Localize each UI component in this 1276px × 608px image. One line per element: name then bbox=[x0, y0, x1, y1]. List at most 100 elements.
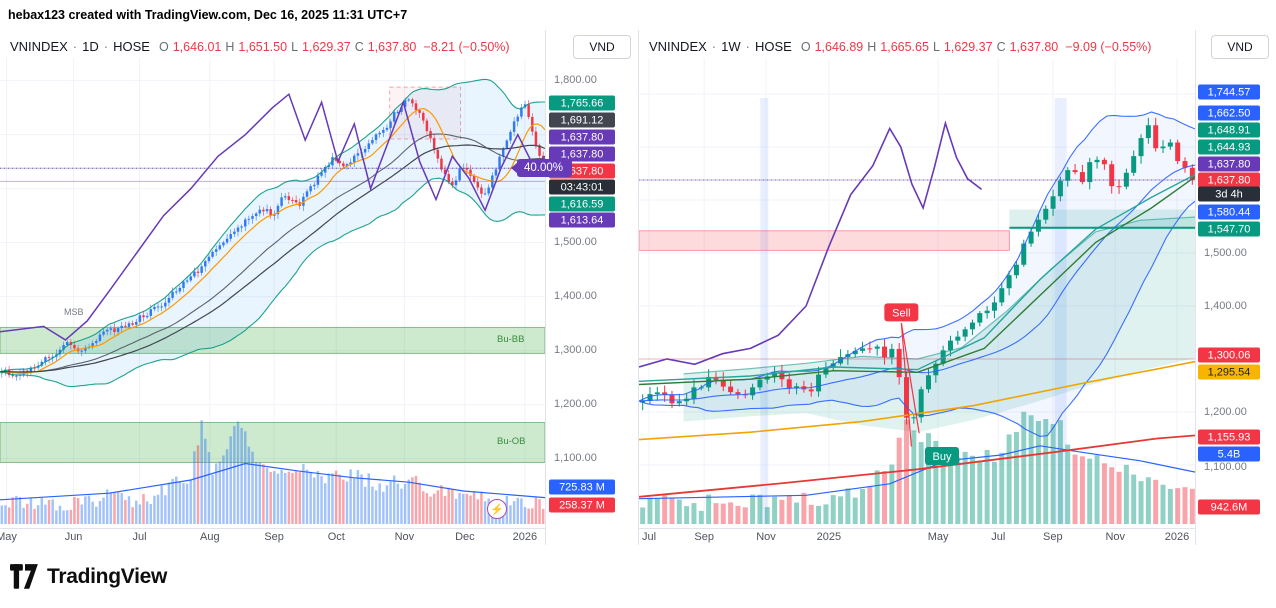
time-axis-label: Aug bbox=[200, 531, 220, 543]
tradingview-brand-text[interactable]: TradingView bbox=[47, 564, 168, 588]
buy-marker[interactable]: Buy bbox=[925, 447, 960, 466]
candle-series bbox=[0, 97, 545, 381]
exchange-label: HOSE bbox=[113, 39, 150, 54]
ohlc-key: C bbox=[996, 40, 1006, 54]
time-axis-label: Sep bbox=[694, 531, 714, 543]
ohlc-key: H bbox=[867, 40, 877, 54]
zone-rect[interactable] bbox=[639, 230, 1010, 251]
price-badge: 942.6M bbox=[1198, 499, 1260, 515]
time-axis-label: 2025 bbox=[816, 531, 842, 543]
price-badge: 1,644.93 bbox=[1198, 139, 1260, 155]
price-badge: 1,613.64 bbox=[549, 212, 615, 228]
time-axis-label: Sep bbox=[1043, 531, 1063, 543]
price-badge: 1,295.54 bbox=[1198, 364, 1260, 380]
zone-label-bu-bb: Bu-BB bbox=[497, 334, 525, 345]
lightning-icon[interactable]: ⚡ bbox=[487, 499, 507, 519]
ohlc-values: O 1,646.89 H 1,665.65 L 1,629.37 C 1,637.80 bbox=[801, 40, 1058, 54]
vnindex-daily-canvas[interactable] bbox=[0, 58, 545, 528]
ohlc-key: O bbox=[800, 40, 811, 54]
left-chart-legend[interactable]: VNINDEX · 1D · HOSE O 1,646.01 H 1,651.50 L 1… bbox=[10, 39, 510, 54]
ohlc-value: 1,665.65 bbox=[880, 40, 929, 54]
ohlc-value: 1,637.80 bbox=[367, 40, 417, 54]
fib-level-callout[interactable]: 40.00% bbox=[517, 159, 573, 177]
time-axis-label: Jul bbox=[641, 531, 657, 543]
volume-ma-line bbox=[639, 445, 1196, 500]
price-badge: 1,580.44 bbox=[1198, 204, 1260, 220]
price-tick: 1,100.00 bbox=[1204, 461, 1247, 473]
candle-series bbox=[640, 117, 1195, 425]
zone-rect[interactable] bbox=[0, 422, 545, 463]
price-badge: 1,691.12 bbox=[549, 112, 615, 128]
time-axis-label: Oct bbox=[327, 531, 345, 543]
time-axis-label: 2026 bbox=[1164, 531, 1190, 543]
legend-separator: · bbox=[72, 39, 78, 54]
svg-text:Buy: Buy bbox=[933, 451, 952, 463]
ohlc-values: O 1,646.01 H 1,651.50 L 1,629.37 C 1,637.80 bbox=[159, 40, 416, 54]
time-axis-label: Nov bbox=[394, 531, 415, 543]
time-axis-label: Jun bbox=[64, 531, 83, 543]
bollinger-fill bbox=[639, 112, 1196, 437]
ohlc-value: 1,629.37 bbox=[302, 40, 351, 54]
price-tick: 1,300.00 bbox=[554, 344, 597, 356]
legend-separator: · bbox=[103, 39, 109, 54]
ohlc-key: C bbox=[354, 40, 364, 54]
left-chart-panel: VNINDEX · 1D · HOSE O 1,646.01 H 1,651.50 L 1… bbox=[0, 30, 638, 545]
left-price-scale[interactable]: VND 1,800.00 1,765.66 1,691.12 1,637.80 1,63… bbox=[545, 30, 638, 545]
price-badge: 03:43:01 bbox=[549, 179, 615, 195]
cloud-area bbox=[683, 217, 1196, 433]
zone-rect[interactable] bbox=[0, 326, 545, 354]
left-time-axis[interactable]: May Jun Jul Aug Sep Oct Nov Dec 2026 bbox=[0, 528, 545, 545]
price-badge: 1,637.80 bbox=[1198, 156, 1260, 172]
price-badge: 1,637.80 bbox=[549, 129, 615, 145]
price-badge: 258.37 M bbox=[549, 497, 615, 513]
zone-rect[interactable] bbox=[1009, 209, 1196, 230]
price-tick: 1,200.00 bbox=[554, 398, 597, 410]
time-axis-label: Jul bbox=[991, 531, 1006, 543]
legend-separator: · bbox=[711, 39, 717, 54]
price-badge: 1,744.57 bbox=[1198, 84, 1260, 100]
sma-line bbox=[0, 144, 545, 373]
time-axis-label: Dec bbox=[455, 531, 475, 543]
currency-button[interactable]: VND bbox=[1211, 35, 1269, 59]
price-badge: 1,662.50 bbox=[1198, 105, 1260, 121]
highlight-stripe bbox=[1054, 98, 1067, 524]
price-badge: 1,648.91 bbox=[1198, 122, 1260, 138]
price-tick: 1,200.00 bbox=[1204, 406, 1247, 418]
time-axis-label: May bbox=[0, 531, 17, 543]
price-badge: 1,616.59 bbox=[549, 196, 615, 212]
ohlc-key: L bbox=[932, 40, 940, 54]
time-axis-label: Jul bbox=[132, 531, 147, 543]
price-badge: 725.83 M bbox=[549, 479, 615, 495]
svg-text:Sell: Sell bbox=[892, 307, 910, 319]
grid bbox=[639, 58, 1196, 524]
ohlc-key: H bbox=[225, 40, 235, 54]
vnindex-weekly-canvas[interactable]: Sell Buy bbox=[639, 58, 1196, 528]
volume-ma-line bbox=[0, 462, 545, 501]
change-label: −8.21 (−0.50%) bbox=[423, 40, 510, 54]
sell-marker[interactable]: Sell bbox=[884, 303, 919, 322]
charts-row: VNINDEX · 1D · HOSE O 1,646.01 H 1,651.50 L 1… bbox=[0, 30, 1276, 545]
grid bbox=[0, 58, 545, 524]
watermark-text: hebax123 created with TradingView.com, D… bbox=[8, 8, 408, 22]
price-badge: 1,637.80 bbox=[549, 146, 615, 162]
right-chart-legend[interactable]: VNINDEX · 1W · HOSE O 1,646.89 H 1,665.65 L 1… bbox=[649, 39, 1151, 54]
symbol-name: VNINDEX bbox=[10, 39, 68, 54]
interval-label: 1W bbox=[721, 39, 741, 54]
bollinger-fill bbox=[0, 79, 545, 387]
price-tick: 1,100.00 bbox=[554, 452, 597, 464]
price-badge: 1,547.70 bbox=[1198, 221, 1260, 237]
price-badge: 1,637.80 bbox=[1198, 172, 1260, 188]
ohlc-value: 1,646.89 bbox=[814, 40, 864, 54]
interval-label: 1D bbox=[82, 39, 99, 54]
time-axis-label: May bbox=[927, 531, 949, 543]
legend-separator: · bbox=[745, 39, 750, 54]
price-badge: 1,300.06 bbox=[1198, 347, 1260, 363]
right-time-axis[interactable]: Jul Sep Nov 2025 May Jul Sep Nov 2026 bbox=[639, 528, 1195, 545]
currency-button[interactable]: VND bbox=[573, 35, 631, 59]
time-axis-label: Nov bbox=[1105, 531, 1126, 543]
highlight-stripe bbox=[760, 98, 769, 524]
time-axis-label: 2026 bbox=[512, 531, 538, 543]
right-price-scale[interactable]: VND 1,744.57 1,662.50 1,648.91 1,644.93 1,63… bbox=[1195, 30, 1276, 545]
tradingview-logo-icon[interactable] bbox=[10, 563, 40, 590]
price-tick: 1,400.00 bbox=[1204, 300, 1247, 312]
